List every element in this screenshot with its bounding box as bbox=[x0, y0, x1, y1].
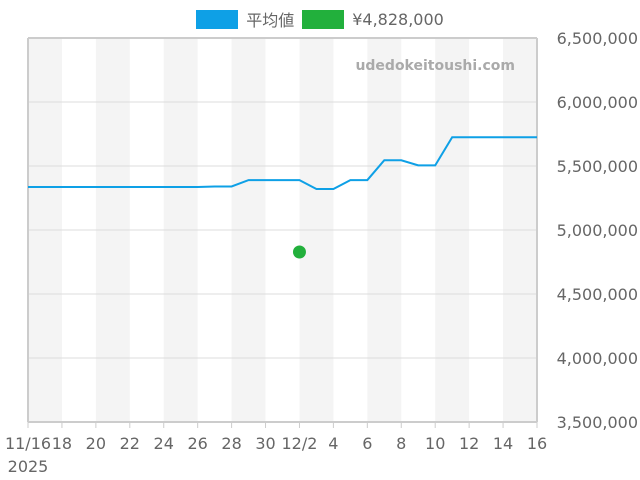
y-tick-label: 5,000,000 bbox=[557, 221, 638, 240]
x-tick-label: 10 bbox=[425, 434, 445, 453]
y-tick-label: 3,500,000 bbox=[557, 413, 638, 432]
legend-swatch-point bbox=[302, 9, 345, 29]
legend-item-point[interactable]: ¥4,828,000 bbox=[302, 9, 444, 29]
y-tick-label: 6,000,000 bbox=[557, 93, 638, 112]
y-tick-label: 6,500,000 bbox=[557, 29, 638, 48]
legend-item-average[interactable]: 平均値 bbox=[196, 7, 294, 31]
x-tick-label: 26 bbox=[187, 434, 207, 453]
x-tick-label: 16 bbox=[527, 434, 547, 453]
x-tick-label: 24 bbox=[154, 434, 174, 453]
chart-legend: 平均値 ¥4,828,000 bbox=[0, 8, 640, 30]
x-tick-label: 22 bbox=[120, 434, 140, 453]
x-tick-label: 30 bbox=[255, 434, 275, 453]
x-tick-label: 4 bbox=[328, 434, 338, 453]
x-tick-label: 6 bbox=[362, 434, 372, 453]
x-tick-label: 12 bbox=[459, 434, 479, 453]
y-tick-label: 4,500,000 bbox=[557, 285, 638, 304]
watermark: udedokeitoushi.com bbox=[355, 58, 515, 74]
y-tick-label: 5,500,000 bbox=[557, 157, 638, 176]
x-tick-label: 18 bbox=[52, 434, 72, 453]
x-tick-label: 28 bbox=[221, 434, 241, 453]
x-year-label: 2025 bbox=[8, 457, 49, 476]
x-axis-ticks: 11/16 18 20 22 24 26 28 30 12/2 4 6 8 10 12 14 16 2025 bbox=[5, 422, 547, 476]
x-tick-label: 14 bbox=[493, 434, 513, 453]
x-tick-label: 11/16 bbox=[5, 434, 51, 453]
legend-swatch-average bbox=[196, 9, 239, 29]
y-axis-ticks: 3,500,000 4,000,000 4,500,000 5,000,000 5,50… bbox=[557, 29, 638, 432]
x-tick-label: 12/2 bbox=[281, 434, 317, 453]
legend-label-point: ¥4,828,000 bbox=[352, 9, 444, 29]
legend-label-average: 平均値 bbox=[246, 11, 295, 30]
average-price-line bbox=[28, 136, 537, 191]
x-tick-label: 8 bbox=[396, 434, 406, 453]
x-tick-label: 20 bbox=[86, 434, 106, 453]
chart-axes bbox=[27, 37, 538, 423]
price-points bbox=[292, 245, 306, 259]
y-tick-label: 4,000,000 bbox=[557, 349, 638, 368]
price-point-marker[interactable] bbox=[292, 245, 306, 259]
